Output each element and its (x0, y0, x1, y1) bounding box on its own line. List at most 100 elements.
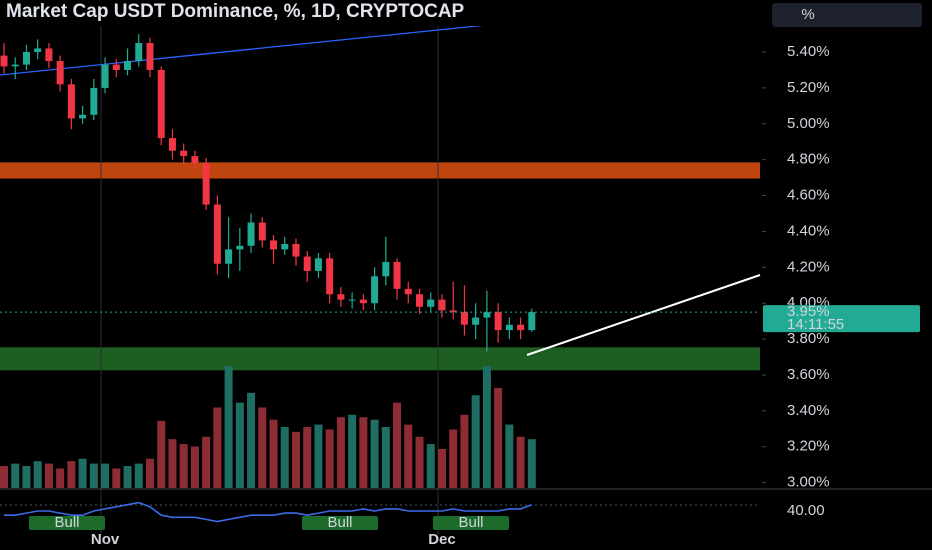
title-backdrop (0, 0, 760, 26)
volume-bar (190, 446, 199, 488)
candle-body (202, 163, 210, 205)
volume-bar (370, 419, 379, 488)
candle-body (34, 48, 42, 53)
volume-bar (224, 366, 233, 488)
volume-bar (101, 463, 110, 488)
rsi-label: Bull (54, 514, 79, 531)
candle-body (382, 261, 390, 277)
volume-bar (494, 387, 503, 488)
candle-body (528, 312, 536, 331)
volume-bar (336, 417, 345, 488)
volume-bar (381, 427, 390, 488)
y-tick-label: 5.20% (787, 79, 830, 96)
volume-bar (359, 417, 368, 488)
volume-bar (11, 463, 20, 488)
volume-bar (303, 427, 312, 488)
volume-bar (22, 466, 31, 488)
volume-bar (134, 463, 143, 488)
volume-bar (56, 468, 65, 488)
candle-body (438, 299, 446, 311)
candle-body (56, 61, 64, 85)
y-tick-label: 4.60% (787, 187, 830, 204)
candle-body (191, 156, 199, 164)
candle-body (67, 84, 75, 119)
volume-bar (314, 424, 323, 488)
volume-bar (213, 407, 222, 488)
candle-body (393, 261, 401, 289)
candle-body (90, 87, 98, 115)
volume-bar (258, 407, 267, 488)
candle-body (124, 61, 132, 70)
candle-body (292, 244, 300, 257)
volume-bar (112, 468, 121, 488)
candle-body (0, 55, 8, 67)
unit-button[interactable] (772, 3, 922, 27)
candle-body (404, 288, 412, 295)
volume-bar (505, 424, 514, 488)
volume-bar (393, 402, 402, 488)
candle-body (135, 43, 143, 61)
volume-bar (247, 392, 256, 488)
y-tick-label: 5.40% (787, 43, 830, 60)
y-tick-label: 3.80% (787, 330, 830, 347)
candle-body (326, 258, 334, 295)
candle-body (427, 299, 435, 307)
rsi-line (4, 501, 533, 523)
candle-body (146, 43, 154, 70)
y-tick-label: 3.40% (787, 402, 830, 419)
volume-bar (145, 458, 154, 488)
volume-bar (415, 436, 424, 488)
y-tick-label: 4.20% (787, 258, 830, 275)
volume-bar (325, 429, 334, 488)
candle-body (314, 258, 322, 271)
y-tick-label: 3.20% (787, 438, 830, 455)
candle-body (416, 294, 424, 307)
candle-body (11, 64, 19, 67)
x-tick-label: Nov (91, 531, 120, 548)
volume-bar (0, 466, 8, 488)
volume-bar (44, 463, 53, 488)
volume-bar (426, 444, 435, 488)
volume-bar (471, 395, 480, 488)
candle-body (45, 48, 53, 61)
last-price-label: 3.95% (787, 303, 830, 320)
volume-bar (123, 466, 132, 488)
volume-bar (202, 436, 211, 488)
candle-body (337, 294, 345, 300)
candle-body (168, 138, 176, 151)
candle-body (236, 245, 244, 250)
volume-bar (348, 414, 357, 488)
candle-body (225, 249, 233, 264)
candle-body (112, 64, 120, 70)
volume-bar (89, 463, 98, 488)
candle-body (270, 240, 278, 250)
volume-bar (460, 414, 469, 488)
x-tick-label: Dec (428, 531, 456, 548)
candle-body (460, 312, 468, 325)
rsi-label-box (433, 516, 509, 530)
volume-bar (449, 429, 458, 488)
candle-body (449, 310, 457, 313)
volume-bar (269, 419, 278, 488)
volume-bar (527, 439, 536, 488)
volume-bar (235, 402, 244, 488)
candle-body (157, 69, 165, 139)
y-tick-label: 5.00% (787, 115, 830, 132)
candle-body (359, 299, 367, 304)
candle-body (483, 312, 491, 318)
volume-bar (516, 436, 525, 488)
candle-body (180, 150, 188, 157)
volume-bar (67, 461, 76, 488)
candle-body (258, 222, 266, 241)
rsi-label: Bull (458, 514, 483, 531)
candle-body (348, 299, 356, 301)
unit-button-label[interactable]: % (801, 6, 814, 23)
price-zone (0, 162, 760, 179)
candle-body (505, 324, 513, 331)
candle-body (472, 317, 480, 325)
candle-body (22, 52, 30, 65)
volume-bar (33, 461, 42, 488)
volume-bar (179, 444, 188, 488)
volume-bar (291, 431, 300, 488)
